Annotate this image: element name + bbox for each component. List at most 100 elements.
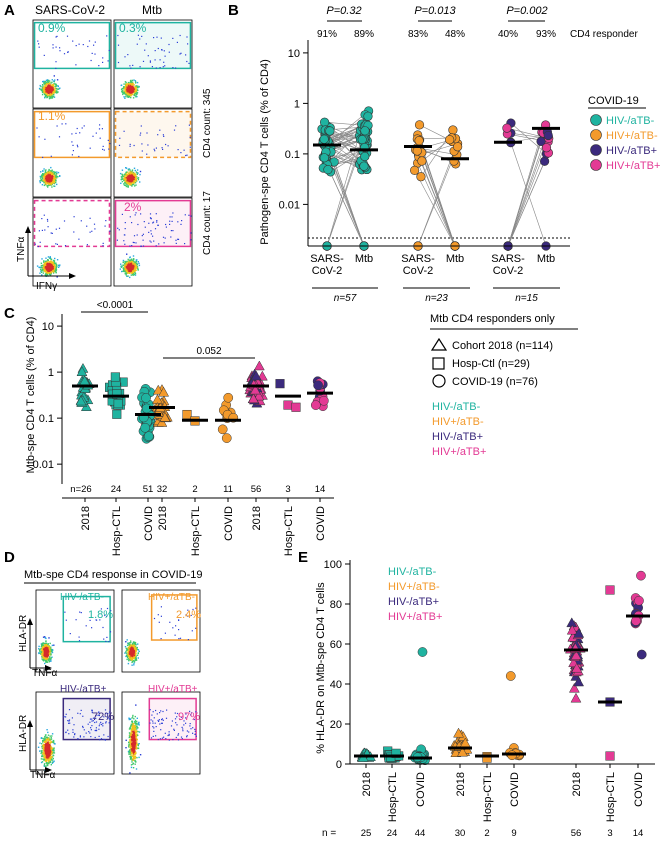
panel-a-flow-r2-c0-event bbox=[42, 264, 44, 267]
panel-d-flow-1-event bbox=[52, 649, 54, 651]
panel-a-flow-r1-c1-gated-event bbox=[185, 154, 187, 157]
panel-a-flow-r0-c0-event bbox=[51, 79, 53, 81]
panel-a-flow-r2-c1-gated-event bbox=[150, 241, 152, 243]
panel-a-flow-r0-c1-gated-event bbox=[172, 67, 174, 69]
panel-d-flow-3-event bbox=[46, 753, 48, 755]
panel-a-flow-r0-c0-event bbox=[49, 84, 52, 86]
panel-a-flow-r2-c1-gated-event bbox=[170, 230, 172, 232]
panel-a-flow-r2-c0-event bbox=[46, 267, 48, 270]
panel-a-flow-r2-c1-gated-event bbox=[171, 220, 173, 222]
panel-a-flow-r1-c0-gated-event bbox=[42, 156, 44, 158]
panel-d-flow-2-event bbox=[126, 656, 129, 659]
panel-d-flow-2-gated-event bbox=[187, 609, 189, 611]
panel-a-flow-r2-c0-event bbox=[56, 259, 59, 261]
panel-a-flow-r1-c1-event bbox=[133, 183, 135, 186]
panel-a-flow-r1-c0-gated-event bbox=[44, 138, 46, 140]
panel-a-flow-r2-c0-event bbox=[49, 261, 51, 263]
panel-a-flow-r0-c1-event bbox=[136, 81, 139, 84]
panel-a-flow-r0-c1-gated-event bbox=[179, 34, 181, 37]
panel-a-flow-r1-c0-event bbox=[50, 181, 52, 184]
panel-d-flow-1-gated-event bbox=[106, 607, 109, 610]
panel-a-flow-r0-c0-event bbox=[45, 87, 47, 89]
panel-d-flow-3-event bbox=[40, 750, 42, 752]
panel-a-col-title-1: SARS-CoV-2 bbox=[35, 3, 105, 17]
panel-d-flow-3-gated-event bbox=[105, 712, 107, 715]
panel-a-flow-r0-c1-event bbox=[123, 92, 125, 94]
panel-a-flow-r0-c0-gated-event bbox=[72, 40, 74, 42]
panel-c-n-label: n=26 bbox=[70, 484, 91, 495]
panel-b-legend-entry: HIV+/aTB+ bbox=[606, 160, 660, 172]
panel-d-flow-3-gated-event bbox=[77, 712, 79, 714]
panel-b-resp-4: 48% bbox=[445, 29, 465, 40]
panel-d-flow-1-event bbox=[39, 652, 41, 654]
panel-d-flow-2-event bbox=[127, 653, 129, 656]
panel-a-flow-r2-c1-event bbox=[134, 263, 137, 265]
panel-a-flow-r1-c1-event bbox=[128, 175, 130, 177]
panel-a-flow-r1-c0-event bbox=[44, 170, 46, 172]
panel-a-flow-r2-c1-event bbox=[127, 265, 129, 267]
panel-a-flow-r0-c0-event bbox=[46, 79, 49, 81]
panel-a-flow-r2-c1-event bbox=[125, 272, 128, 275]
panel-b-legend-marker bbox=[590, 144, 602, 156]
panel-a-flow-r1-c0-event bbox=[45, 169, 47, 171]
panel-d-flow-1-event bbox=[50, 659, 52, 661]
panel-a-flow-r2-c1-gated-event bbox=[124, 228, 126, 230]
panel-a-flow-r1-c0-gated-event bbox=[99, 137, 101, 139]
panel-a-flow-r0-c0-gated-event bbox=[43, 54, 45, 56]
panel-d-flow-3-event bbox=[42, 737, 44, 740]
panel-a-flow-r1-c0-event bbox=[48, 168, 50, 171]
panel-d-flow-1-event bbox=[44, 659, 46, 661]
panel-a-flow-r1-c0-event bbox=[45, 179, 48, 182]
panel-a-flow-r0-c0-gated-event bbox=[55, 46, 57, 48]
panel-b-y-tick-label: 0.01 bbox=[279, 199, 300, 211]
panel-a-flow-r0-c1-event bbox=[131, 79, 134, 82]
panel-a-flow-r0-c1-event bbox=[124, 86, 127, 88]
panel-d-flow-2-event bbox=[127, 650, 130, 652]
panel-d-flow-4-event bbox=[136, 723, 138, 725]
panel-d-flow-3-gated-event bbox=[94, 721, 96, 724]
panel-d-flow-3-event bbox=[44, 741, 46, 743]
panel-a-flow-r0-c1-event bbox=[132, 86, 134, 88]
panel-a-flow-r2-c1-event bbox=[136, 267, 139, 269]
panel-d-flow-3-event bbox=[50, 746, 52, 748]
panel-a-flow-r0-c1-gated-event bbox=[117, 44, 120, 46]
panel-a-flow-r2-c0-gated-event bbox=[86, 244, 88, 246]
panel-a-flow-r1-c0-event bbox=[41, 174, 43, 177]
panel-d-flow-2-event bbox=[129, 654, 131, 656]
panel-a-flow-r2-c0-gated-event bbox=[51, 232, 53, 234]
panel-d-flow-3-gated-event bbox=[91, 709, 93, 711]
panel-a-flow-r0-c1-event bbox=[135, 81, 137, 83]
panel-a-flow-r0-c1-gated-event bbox=[176, 41, 178, 43]
panel-a-flow-r0-c0-event bbox=[48, 94, 50, 97]
panel-a-flow-r0-c1-gated-event bbox=[151, 66, 153, 68]
panel-a-flow-r1-c1-event bbox=[125, 180, 127, 183]
panel-d-flow-3-event bbox=[53, 749, 55, 751]
panel-b-point bbox=[323, 165, 333, 175]
panel-c-x-label: 2018 bbox=[80, 506, 92, 530]
panel-c-y-tick-label: 0.01 bbox=[33, 459, 54, 471]
panel-d-flow-1-event bbox=[42, 643, 44, 645]
panel-a-flow-r2-c1-event bbox=[130, 270, 132, 272]
panel-d-flow-1-gated-event bbox=[99, 619, 101, 621]
panel-a-flow-r0-c1-gated-event bbox=[187, 43, 189, 45]
panel-a-flow-r1-c1-event bbox=[134, 175, 137, 177]
panel-d-flow-3-event bbox=[42, 741, 44, 743]
panel-a-flow-r2-c0-gate bbox=[33, 199, 111, 248]
panel-b-point bbox=[445, 135, 455, 145]
panel-a-flow-r2-c1-gated-event bbox=[148, 231, 150, 233]
panel-d-flow-1-event bbox=[44, 648, 47, 651]
panel-d-flow-1-event bbox=[43, 658, 45, 661]
panel-a-flow-r1-c0-event bbox=[55, 177, 57, 180]
panel-b-resp-6: 93% bbox=[536, 29, 556, 40]
panel-d-flow-1-event bbox=[46, 659, 48, 661]
panel-a-flow-r0-c1-event bbox=[132, 85, 134, 87]
panel-a-flow-r0-c0-event bbox=[38, 87, 41, 90]
panel-c-point bbox=[275, 379, 285, 389]
panel-a-flow-r0-c0 bbox=[32, 19, 112, 109]
panel-a-flow-r2-c1-event bbox=[129, 276, 131, 279]
panel-a-flow-r1-c0-event bbox=[50, 166, 52, 169]
panel-a-flow-r1-c0-gated-event bbox=[79, 132, 81, 134]
panel-a-flow-r2-c1-event bbox=[133, 258, 135, 260]
panel-a-flow-r1-c0-event bbox=[50, 178, 52, 180]
panel-c-point bbox=[253, 360, 265, 371]
